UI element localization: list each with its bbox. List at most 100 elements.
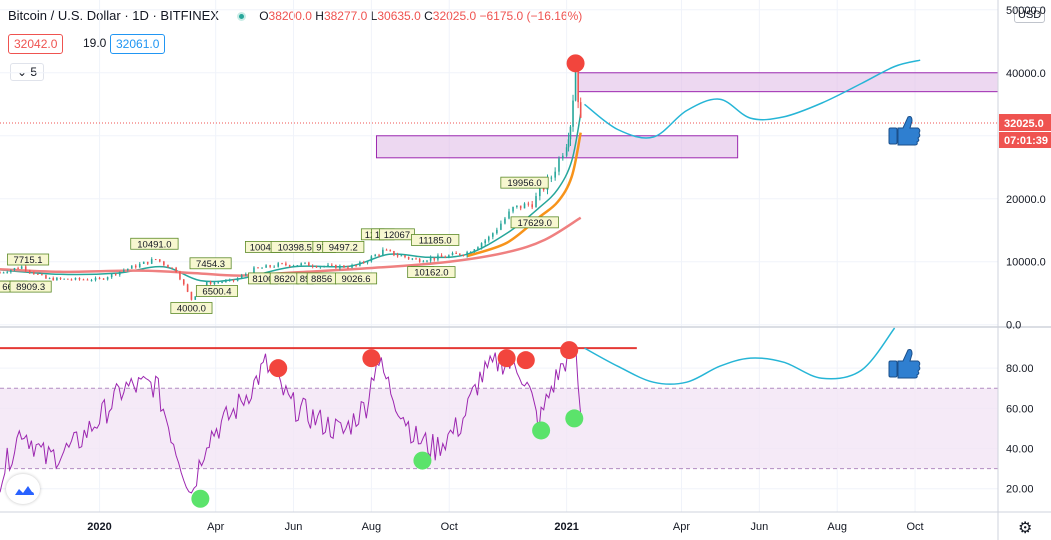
time-tick-label: Jun [285, 521, 303, 533]
candle-body [366, 261, 369, 263]
candle-body [577, 71, 579, 103]
candle-body [90, 280, 93, 282]
candle-body [315, 266, 318, 268]
price-label: 11185.0 [411, 234, 460, 246]
change-value: −6175.0 (−16.16%) [479, 9, 583, 23]
candle-body [418, 259, 421, 262]
rsi-bottom-marker [532, 421, 551, 440]
candle-body [126, 268, 129, 271]
candle-body [327, 264, 329, 267]
price-tick-label: 20000.0 [1006, 194, 1046, 206]
price-label-text: 8100 [252, 274, 273, 285]
candle-body [114, 273, 117, 275]
high-label: H [315, 9, 324, 23]
candle-body [411, 258, 414, 260]
open-value: 38200.0 [268, 9, 312, 23]
candle-body [370, 256, 373, 262]
candle-body [440, 255, 443, 258]
candle-body [171, 267, 173, 269]
price-label: 4000.0 [170, 302, 213, 315]
candle-body [190, 291, 193, 300]
price-label-text: 4000.0 [177, 304, 206, 315]
price-label: 9497.2 [322, 241, 365, 253]
candle-body [519, 205, 522, 209]
candle-body [484, 240, 486, 244]
candle-body [539, 188, 541, 197]
price-label: 10491.0 [130, 237, 179, 250]
candle-body [451, 252, 454, 256]
candle-body [2, 272, 5, 274]
price-tick-label: 10000.0 [1006, 257, 1046, 269]
thumb-hand [897, 349, 921, 379]
buy-price-button[interactable]: 32061.0 [110, 34, 166, 54]
thumbs-up-icon [888, 116, 921, 146]
candle-body [300, 263, 302, 266]
candle-body [269, 265, 271, 267]
candle-body [110, 273, 113, 278]
settings-gear-icon[interactable]: ⚙ [1018, 520, 1033, 537]
price-tick-label: 50000.0 [1006, 5, 1046, 17]
price-label: 6500.4 [195, 285, 238, 298]
price-label-box [407, 266, 456, 279]
price-label-box [322, 241, 365, 253]
candle-body [308, 262, 310, 266]
candle-body [10, 269, 12, 273]
price-label: 10398.5 [270, 241, 319, 253]
price-label-text: 8856 [311, 274, 332, 285]
candle-body [469, 252, 472, 254]
candle-body [292, 265, 295, 267]
sell-price-button[interactable]: 32042.0 [8, 34, 64, 54]
candle-body [261, 267, 263, 269]
candle-body [466, 252, 468, 256]
price-label-text: 17629.0 [518, 218, 552, 229]
candle-body [273, 266, 275, 268]
candle-body [304, 262, 306, 264]
cloud-icon [15, 486, 34, 495]
rsi-bottom-marker [413, 451, 432, 470]
tradingview-logo[interactable] [6, 474, 40, 504]
ma_mid-line [466, 132, 582, 258]
candle-body [277, 263, 280, 267]
high-value: 38277.0 [323, 9, 368, 23]
price-label: 19956.0 [500, 176, 549, 189]
candle-body [217, 282, 220, 284]
rsi-tick-label: 60.00 [1006, 403, 1034, 415]
price-label-box [500, 176, 549, 189]
candle-body [359, 262, 361, 266]
candle-body [82, 279, 85, 281]
indicators-collapse-button[interactable]: ⌄ 5 [10, 63, 45, 81]
candle-body [213, 282, 216, 284]
symbol-title[interactable]: Bitcoin / U.S. Dollar · 1D · BITFINEX [8, 8, 219, 23]
candle-body [130, 265, 133, 269]
time-tick-label: 2020 [87, 521, 111, 533]
candle-body [407, 257, 410, 259]
candle-body [150, 259, 153, 264]
candle-body [523, 203, 526, 209]
candle-body [574, 71, 577, 101]
time-tick-label: Aug [362, 521, 382, 533]
rsi-top-marker [516, 351, 535, 370]
candle-body [473, 249, 476, 253]
rsi-top-marker [269, 359, 288, 378]
price-label-text: 10045 [250, 242, 276, 253]
candle-body [194, 296, 197, 300]
candle-body [186, 284, 189, 292]
low-value: 30635.0 [377, 9, 421, 23]
candle-body [209, 281, 212, 284]
candle-body [28, 270, 31, 273]
rsi-tick-label: 80.00 [1006, 363, 1034, 375]
currency-button[interactable]: USD [1014, 7, 1046, 23]
price-label-text: 19956.0 [507, 178, 541, 189]
candle-body [122, 270, 125, 272]
price-label-box [7, 253, 50, 266]
candle-body [562, 155, 564, 159]
price-label-text: 10398.5 [278, 242, 312, 253]
candle-body [448, 255, 450, 258]
price-label-text: 9026.6 [342, 274, 371, 285]
candle-body [24, 266, 27, 271]
time-tick-label: Aug [827, 521, 847, 533]
candle-body [63, 278, 65, 280]
price-label-box [510, 216, 559, 229]
candle-body [175, 267, 177, 273]
